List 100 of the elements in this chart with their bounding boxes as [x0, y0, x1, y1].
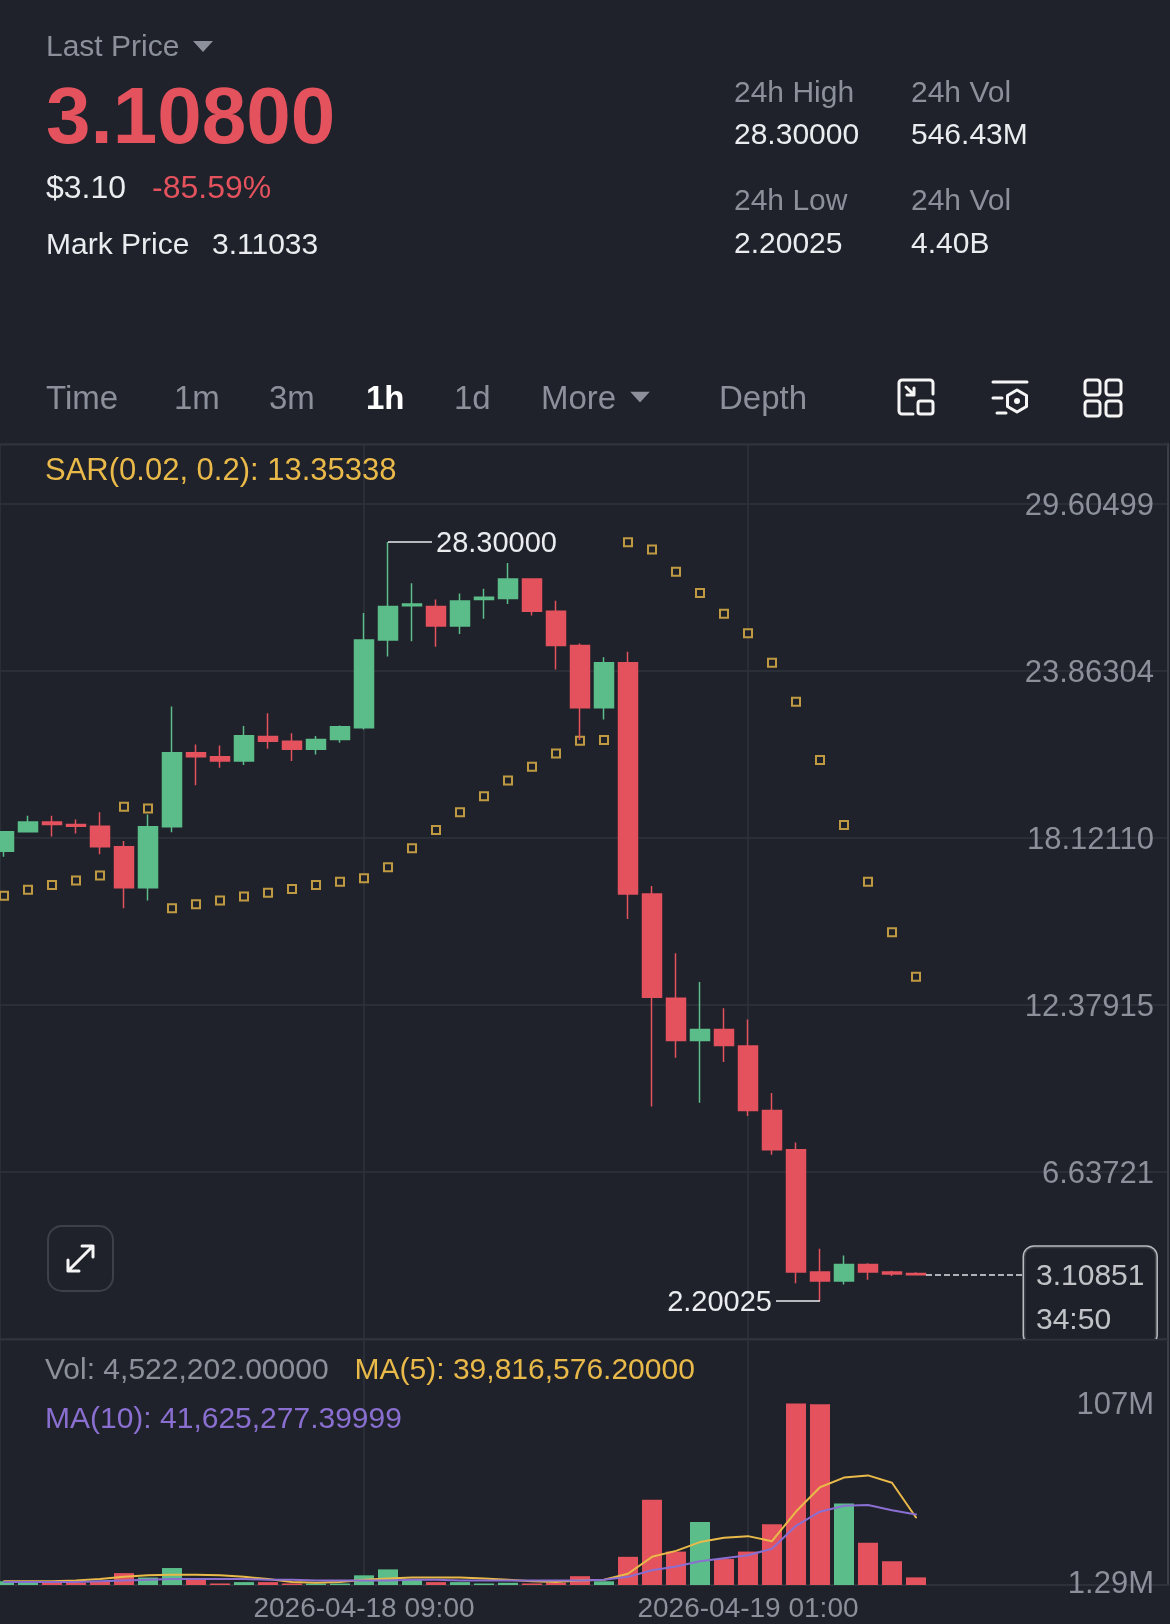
point: [47, 879, 57, 890]
text: 2.20025: [734, 226, 843, 259]
candlestick: [113, 840, 135, 909]
text: 3.10800: [46, 71, 336, 160]
point: [167, 903, 177, 914]
candlestick: [257, 712, 279, 750]
point: [839, 819, 849, 830]
point: [263, 887, 273, 898]
text: 24h Vol: [911, 75, 1012, 108]
text: MA(10): 41,625,277.39999: [45, 1401, 402, 1434]
bar: [762, 1524, 782, 1585]
candlestick: [689, 981, 711, 1104]
bar: [186, 1579, 206, 1585]
bar: [642, 1499, 662, 1585]
point: [383, 862, 393, 873]
point: [575, 735, 585, 746]
bar: [42, 1582, 62, 1585]
bar: [66, 1582, 86, 1585]
point: [119, 801, 129, 812]
point: [863, 876, 873, 887]
text: Mark Price: [46, 227, 190, 260]
y-tick-label: 107M: [1076, 1385, 1154, 1421]
text: MA(5): 39,816,576.20000: [354, 1352, 695, 1385]
candlestick: [377, 541, 399, 658]
bar: [546, 1582, 566, 1585]
text: $3.10: [46, 169, 127, 205]
annotation: 3.10851 34:50: [1036, 1258, 1145, 1336]
text: Time: [46, 378, 119, 416]
candlestick: [761, 1092, 783, 1156]
text: 3.11033: [212, 227, 319, 260]
candlestick: [41, 814, 63, 838]
bar: [738, 1551, 758, 1585]
point: [503, 775, 513, 786]
point: [695, 587, 705, 598]
bar: [882, 1561, 902, 1585]
point: [23, 884, 33, 895]
candlestick: [737, 1018, 759, 1117]
point: [239, 891, 249, 902]
candlestick: [233, 725, 255, 766]
point: [599, 735, 609, 746]
candlestick: [401, 582, 423, 642]
text: 1d: [454, 378, 491, 416]
candlestick: [353, 612, 375, 731]
candlestick: [713, 1007, 735, 1063]
point: [287, 883, 297, 894]
candlestick: [89, 811, 111, 856]
x-tick-label: 2026-04-19 01:00: [637, 1591, 859, 1623]
bar: [714, 1559, 734, 1585]
text: 24h High: [734, 75, 855, 108]
bar: [858, 1542, 878, 1585]
candlestick: [329, 724, 351, 744]
candlestick: [881, 1270, 903, 1277]
point: [335, 876, 345, 887]
candlestick: [425, 598, 447, 648]
bar: [498, 1582, 518, 1585]
point: [95, 870, 105, 881]
candlestick: [593, 656, 615, 721]
candlestick: [281, 732, 303, 762]
y-tick-label: 6.63721: [1041, 1154, 1154, 1190]
point: [191, 899, 201, 910]
text: Depth: [719, 378, 808, 416]
point: [815, 755, 825, 766]
point: [71, 875, 81, 886]
point: [623, 537, 633, 548]
text: SAR(0.02, 0.2): 13.35338: [45, 451, 397, 487]
y-tick-label: 18.12110: [1027, 820, 1154, 856]
text: 1m: [174, 378, 220, 416]
candlestick: [449, 592, 471, 635]
bar: [834, 1503, 854, 1585]
candlestick: [545, 600, 567, 671]
x-tick-label: 2026-04-18 09:00: [253, 1591, 475, 1623]
point: [407, 843, 417, 854]
text: 546.43M: [911, 117, 1028, 150]
y-tick-label: 1.29M: [1067, 1565, 1154, 1601]
bar: [234, 1582, 254, 1585]
bar: [690, 1522, 710, 1585]
candlestick: [473, 588, 495, 620]
annotation: 2.20025: [667, 1285, 772, 1318]
bar: [810, 1404, 830, 1585]
line-series: [3, 1474, 917, 1584]
candlestick: [17, 814, 39, 833]
point: [719, 608, 729, 619]
y-tick-label: 23.86304: [1024, 653, 1154, 689]
candlestick: [137, 813, 159, 902]
point: [647, 544, 657, 555]
text: More: [541, 378, 617, 416]
point: [359, 873, 369, 884]
point: [551, 748, 561, 759]
y-tick-label: 29.60499: [1024, 486, 1154, 522]
point: [527, 761, 537, 772]
candlestick: [785, 1141, 807, 1285]
candlestick: [65, 818, 87, 835]
point: [0, 890, 9, 901]
point: [479, 791, 489, 802]
point: [311, 879, 321, 890]
text: 1h: [366, 378, 405, 416]
bar: [666, 1551, 686, 1585]
y-tick-label: 12.37915: [1024, 987, 1154, 1023]
candlestick: [161, 705, 183, 833]
text: 4.40B: [911, 226, 990, 259]
